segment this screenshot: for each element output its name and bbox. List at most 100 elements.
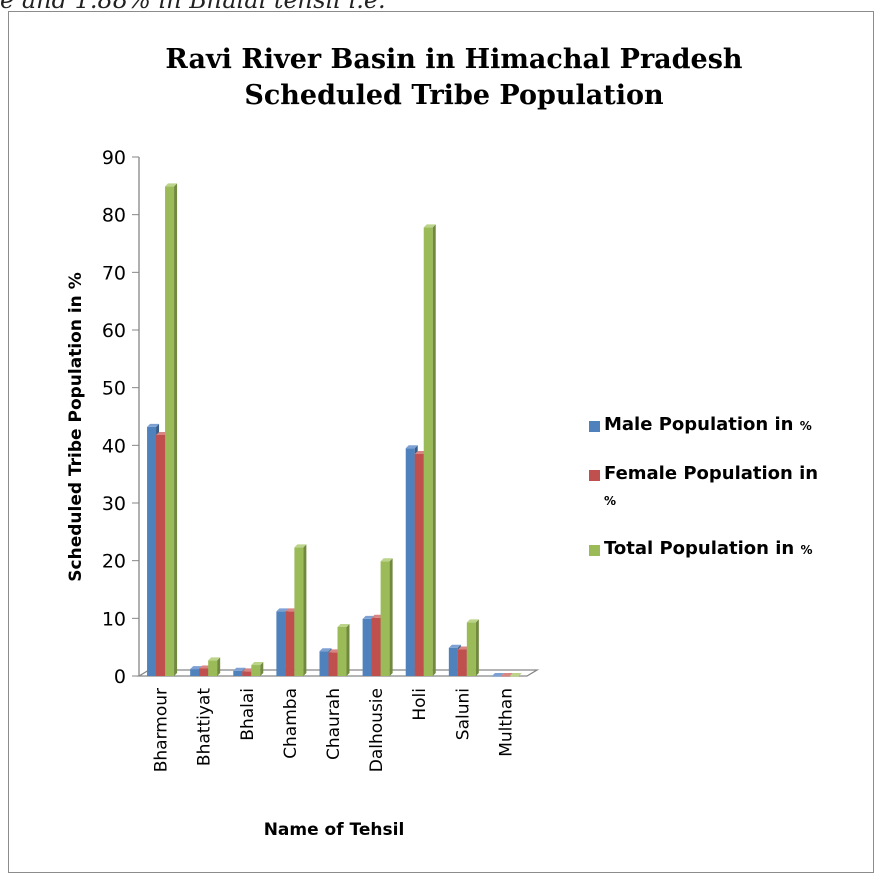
- x-tick-label-chamba: Chamba: [281, 688, 301, 759]
- bar-total-holi: [423, 224, 436, 676]
- legend-label-total-unit: %: [800, 543, 813, 557]
- bar-front: [362, 618, 372, 676]
- bar-top: [423, 224, 436, 228]
- bar-front: [423, 227, 433, 676]
- bar-front: [233, 670, 243, 676]
- bar-front: [405, 448, 415, 676]
- legend-label-male-text: Male Population in: [604, 414, 800, 435]
- bar-front: [199, 668, 209, 676]
- bar-front: [147, 426, 157, 676]
- bar-side: [346, 623, 350, 676]
- y-tick-label: 30: [102, 493, 126, 515]
- bar-front: [285, 611, 295, 676]
- bar-top: [380, 558, 393, 562]
- bar-side: [217, 657, 221, 676]
- x-axis-ticks: Bharmour Bhattiyat Bhalai Chamba Chaurah Dalh…: [152, 688, 517, 773]
- legend-item-total: Total Population in %: [589, 536, 876, 563]
- bar-top: [337, 623, 350, 627]
- bar-top: [491, 673, 504, 676]
- bar-top: [190, 666, 203, 670]
- bar-total-bhalai: [251, 662, 264, 676]
- legend-label-male: Male Population in %: [604, 412, 812, 439]
- bar-front: [380, 561, 390, 676]
- bar-front: [491, 676, 501, 677]
- x-axis-floor: [136, 669, 540, 677]
- legend-swatch-total: [589, 545, 600, 556]
- chart-frame: Ravi River Basin in Himachal Pradesh Sch…: [8, 11, 874, 873]
- legend-label-total: Total Population in %: [604, 536, 813, 563]
- bar-front: [156, 434, 166, 676]
- bars: [147, 183, 522, 677]
- bar-top: [466, 619, 479, 623]
- bar-front: [165, 186, 175, 676]
- bar-side: [432, 224, 436, 676]
- x-tick-label-chaurah: Chaurah: [324, 688, 344, 760]
- bar-front: [509, 676, 519, 677]
- bar-total-bhattiyat: [208, 657, 221, 676]
- page-top-text-fragment: e and 1.88% in Bhalai tehsil i.e.: [0, 0, 386, 14]
- bar-top: [251, 662, 264, 666]
- legend-item-female: Female Population in%: [589, 461, 876, 514]
- bar-top: [509, 673, 522, 676]
- y-tick-label: 20: [102, 551, 126, 573]
- bar-front: [371, 617, 381, 676]
- bar-front: [328, 652, 338, 676]
- bar-front: [457, 649, 467, 676]
- bar-top: [276, 608, 289, 612]
- x-tick-label-dalhousie: Dalhousie: [367, 688, 387, 772]
- bar-top: [500, 673, 513, 676]
- bar-front: [242, 671, 252, 676]
- bar-top: [405, 445, 418, 449]
- bar-front: [208, 660, 218, 676]
- bar-side: [303, 544, 307, 676]
- y-axis-title: Scheduled Tribe Population in %: [66, 272, 86, 581]
- chart-title-line-2: Scheduled Tribe Population: [244, 80, 664, 111]
- bar-front: [294, 547, 304, 676]
- bar-front: [466, 622, 476, 676]
- x-tick-label-bhalai: Bhalai: [238, 688, 258, 741]
- y-tick-label: 10: [102, 608, 126, 630]
- legend: Male Population in % Female Population i…: [589, 412, 876, 585]
- bar-front: [276, 611, 286, 676]
- bar-front: [251, 665, 261, 676]
- legend-label-male-unit: %: [799, 419, 812, 433]
- bar-male-multhan: [491, 673, 504, 677]
- legend-label-female: Female Population in%: [604, 461, 818, 514]
- bar-side: [260, 662, 264, 676]
- bar-front: [500, 676, 510, 677]
- bar-front: [190, 669, 200, 676]
- y-tick-label: 80: [102, 205, 126, 227]
- bar-front: [414, 453, 424, 676]
- x-tick-label-holi: Holi: [410, 688, 430, 721]
- x-tick-label-bharmour: Bharmour: [152, 688, 172, 772]
- axis-lines: [136, 157, 540, 677]
- bar-top: [294, 544, 307, 548]
- bar-top: [233, 667, 246, 671]
- y-tick-label: 70: [102, 262, 126, 284]
- bar-total-chaurah: [337, 623, 350, 676]
- legend-item-male: Male Population in %: [589, 412, 876, 439]
- x-axis-title: Name of Tehsil: [264, 820, 405, 840]
- y-tick-label: 0: [114, 666, 126, 688]
- bar-total-saluni: [466, 619, 479, 676]
- chart-title-line-1: Ravi River Basin in Himachal Pradesh: [165, 44, 743, 75]
- bar-total-dalhousie: [380, 558, 393, 676]
- bar-side: [389, 558, 393, 676]
- bar-front: [319, 651, 329, 676]
- bar-top: [319, 648, 332, 652]
- bar-top: [147, 423, 160, 427]
- bar-top: [208, 657, 221, 661]
- x-tick-label-bhattiyat: Bhattiyat: [195, 688, 215, 766]
- bar-total-chamba: [294, 544, 307, 676]
- legend-swatch-male: [589, 421, 600, 432]
- legend-swatch-female: [589, 470, 600, 481]
- y-tick-label: 60: [102, 320, 126, 342]
- y-tick-label: 40: [102, 435, 126, 457]
- bar-front: [337, 626, 347, 676]
- bar-top: [448, 644, 461, 648]
- bar-side: [475, 619, 479, 676]
- y-tick-label: 90: [102, 147, 126, 169]
- y-axis-ticks: 0 10 20 30 40 50 60 70 80 90: [102, 147, 139, 688]
- legend-label-total-text: Total Population in: [604, 538, 801, 559]
